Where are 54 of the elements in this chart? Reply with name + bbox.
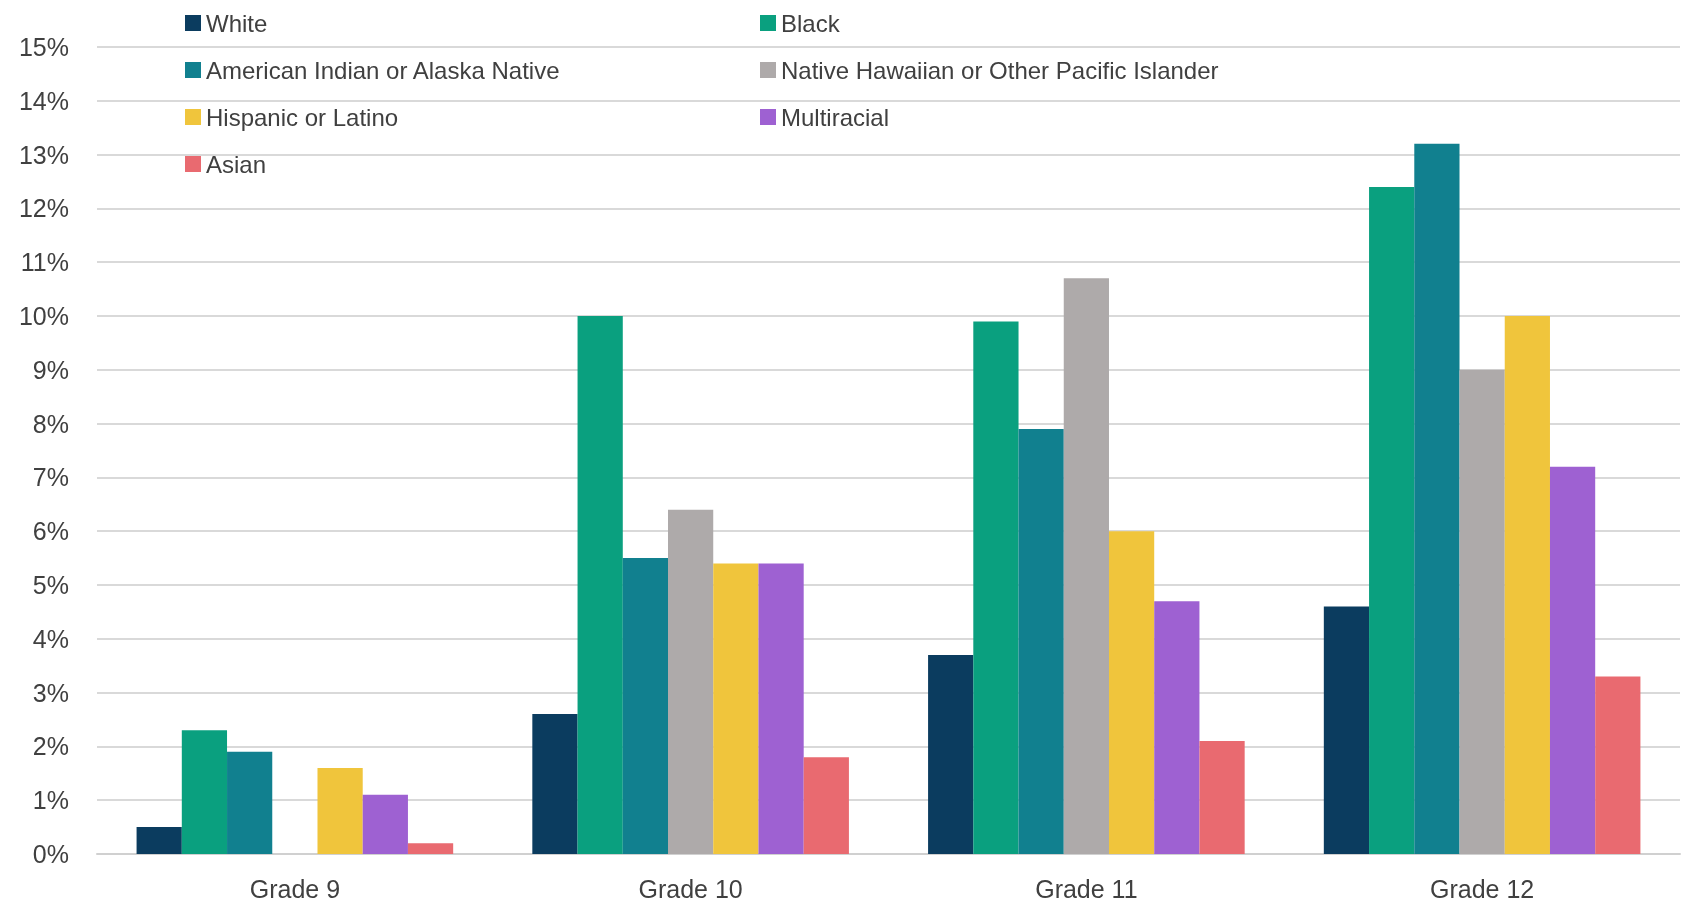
bar bbox=[181, 730, 228, 854]
bar bbox=[1504, 316, 1550, 854]
y-tick-label: 13% bbox=[18, 140, 69, 169]
bar bbox=[1549, 466, 1596, 854]
bar bbox=[973, 321, 1019, 854]
legend-label: Black bbox=[781, 9, 841, 37]
bar bbox=[136, 827, 182, 854]
x-tick-label: Grade 9 bbox=[249, 874, 341, 903]
bar bbox=[1018, 428, 1064, 854]
y-tick-label: 9% bbox=[32, 355, 69, 384]
y-tick-label: 3% bbox=[32, 678, 69, 707]
legend-label: Multiracial bbox=[781, 103, 890, 131]
legend-label: Hispanic or Latino bbox=[206, 103, 399, 131]
bar bbox=[362, 794, 408, 854]
y-tick-label: 4% bbox=[32, 624, 69, 653]
bar bbox=[668, 509, 714, 854]
bar bbox=[1414, 143, 1460, 854]
y-tick-label: 14% bbox=[18, 86, 69, 115]
x-tick-label: Grade 12 bbox=[1430, 874, 1535, 903]
bar bbox=[622, 558, 669, 854]
bar bbox=[1323, 606, 1370, 854]
bar bbox=[407, 843, 454, 854]
y-tick-label: 7% bbox=[32, 463, 69, 492]
bar bbox=[758, 563, 804, 854]
y-tick-label: 5% bbox=[32, 571, 69, 599]
y-tick-label: 2% bbox=[32, 732, 69, 761]
bar bbox=[1595, 676, 1641, 854]
x-tick-label: Grade 11 bbox=[1035, 874, 1138, 903]
bar bbox=[227, 751, 273, 854]
bar bbox=[1459, 369, 1505, 854]
bar bbox=[1154, 601, 1200, 854]
bar bbox=[713, 563, 759, 854]
bar bbox=[1063, 278, 1109, 854]
y-tick-label: 10% bbox=[18, 302, 69, 330]
bar bbox=[1108, 531, 1155, 854]
y-tick-label: 0% bbox=[32, 840, 69, 868]
legend-label: Asian bbox=[206, 150, 267, 178]
y-tick-label: 15% bbox=[18, 33, 69, 61]
bar bbox=[1199, 741, 1245, 854]
bar bbox=[803, 757, 849, 854]
y-tick-label: 12% bbox=[18, 194, 69, 223]
legend-label: Native Hawaiian or Other Pacific Islander bbox=[781, 56, 1219, 84]
bar bbox=[1369, 186, 1415, 854]
bar bbox=[577, 316, 623, 854]
y-tick-label: 1% bbox=[32, 786, 69, 815]
legend-label: White bbox=[206, 9, 268, 37]
bar bbox=[317, 767, 363, 854]
bar bbox=[928, 654, 974, 854]
legend-label: American Indian or Alaska Native bbox=[206, 56, 560, 84]
x-tick-label: Grade 10 bbox=[638, 874, 743, 903]
y-tick-label: 6% bbox=[32, 517, 69, 546]
bar bbox=[532, 714, 578, 854]
y-tick-label: 8% bbox=[32, 409, 69, 438]
y-tick-label: 11% bbox=[20, 248, 69, 277]
